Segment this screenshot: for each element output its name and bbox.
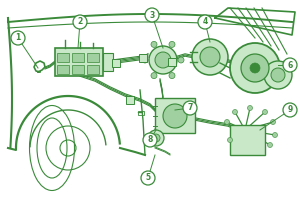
Circle shape bbox=[248, 105, 253, 110]
Circle shape bbox=[151, 73, 157, 79]
Bar bbox=[87, 53, 99, 62]
Circle shape bbox=[155, 52, 171, 68]
Circle shape bbox=[264, 61, 292, 89]
Bar bbox=[57, 53, 69, 62]
Bar bbox=[72, 53, 84, 62]
Circle shape bbox=[151, 41, 157, 47]
Circle shape bbox=[198, 15, 212, 29]
Circle shape bbox=[230, 43, 280, 93]
Bar bbox=[103, 53, 113, 71]
Text: 9: 9 bbox=[287, 105, 292, 115]
Circle shape bbox=[271, 68, 285, 82]
Bar bbox=[112, 59, 120, 67]
Circle shape bbox=[163, 104, 187, 128]
Bar bbox=[87, 65, 99, 74]
Bar bbox=[126, 96, 134, 104]
Circle shape bbox=[178, 57, 184, 63]
Bar bbox=[168, 58, 176, 66]
Circle shape bbox=[142, 57, 148, 63]
Bar bbox=[230, 125, 265, 155]
Text: 7: 7 bbox=[187, 103, 193, 113]
Text: 2: 2 bbox=[77, 18, 83, 26]
Circle shape bbox=[169, 73, 175, 79]
Circle shape bbox=[149, 46, 177, 74]
Bar bbox=[72, 65, 84, 74]
Circle shape bbox=[73, 15, 87, 29]
Circle shape bbox=[183, 101, 197, 115]
Circle shape bbox=[271, 120, 275, 124]
Circle shape bbox=[250, 63, 260, 73]
Text: 6: 6 bbox=[287, 61, 292, 69]
Circle shape bbox=[11, 31, 25, 45]
Circle shape bbox=[241, 54, 269, 82]
Circle shape bbox=[141, 171, 155, 185]
Circle shape bbox=[232, 109, 238, 115]
Circle shape bbox=[227, 138, 232, 142]
Bar bbox=[57, 65, 69, 74]
Bar bbox=[139, 54, 147, 62]
Circle shape bbox=[152, 134, 160, 142]
Circle shape bbox=[224, 120, 230, 124]
Circle shape bbox=[200, 47, 220, 67]
Text: 4: 4 bbox=[202, 18, 208, 26]
Circle shape bbox=[268, 142, 272, 147]
Text: 1: 1 bbox=[15, 34, 21, 42]
Circle shape bbox=[272, 133, 278, 138]
Circle shape bbox=[148, 130, 164, 146]
Circle shape bbox=[283, 58, 297, 72]
Bar bbox=[155, 98, 195, 133]
Circle shape bbox=[145, 8, 159, 22]
Circle shape bbox=[262, 109, 268, 115]
Circle shape bbox=[143, 133, 157, 147]
Text: 3: 3 bbox=[149, 11, 154, 20]
Text: 8: 8 bbox=[147, 136, 153, 144]
Circle shape bbox=[169, 41, 175, 47]
Text: 5: 5 bbox=[146, 174, 151, 182]
Bar bbox=[138, 111, 144, 115]
Circle shape bbox=[192, 39, 228, 75]
Circle shape bbox=[283, 103, 297, 117]
Bar bbox=[55, 48, 103, 76]
